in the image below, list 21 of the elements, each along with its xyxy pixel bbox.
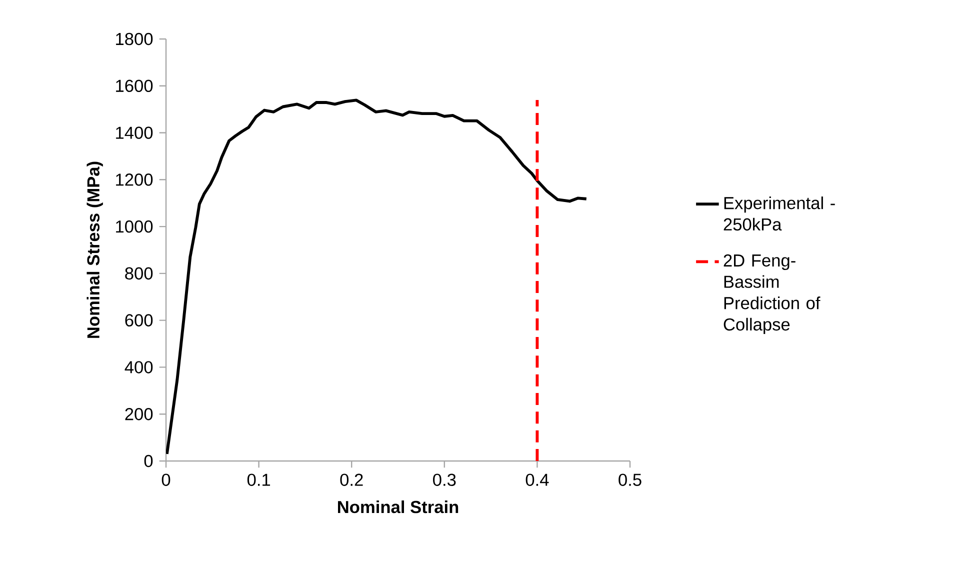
y-tick-label: 400 bbox=[124, 361, 153, 374]
x-tick-label: 0.2 bbox=[340, 474, 363, 486]
y-tick-label: 1200 bbox=[116, 174, 153, 186]
y-tick-label: 1000 bbox=[116, 220, 153, 233]
x-tick-label: 0.5 bbox=[618, 474, 642, 486]
y-tick-label: 200 bbox=[125, 408, 153, 420]
y-tick-label: 1400 bbox=[116, 126, 153, 139]
x-tick-label: 0.4 bbox=[526, 474, 549, 486]
y-axis-title: Nominal Stress (MPa) bbox=[86, 162, 103, 338]
legend-label: 2D Feng-Bassim Prediction of Collapse bbox=[724, 254, 820, 334]
x-axis-title: Nominal Strain bbox=[338, 500, 458, 514]
line-series bbox=[166, 98, 588, 456]
y-tick-label: 600 bbox=[125, 314, 153, 326]
y-tick-label: 1600 bbox=[116, 80, 153, 92]
legend-label: Experimental - 250kPa bbox=[724, 196, 835, 231]
x-tick-label: 0 bbox=[162, 474, 170, 486]
x-tick-label: 0.1 bbox=[247, 474, 270, 486]
y-tick-label: 800 bbox=[125, 267, 153, 280]
x-tick-label: 0.3 bbox=[433, 474, 456, 486]
y-tick-label: 0 bbox=[144, 454, 153, 468]
y-tick-label: 1800 bbox=[116, 32, 153, 46]
